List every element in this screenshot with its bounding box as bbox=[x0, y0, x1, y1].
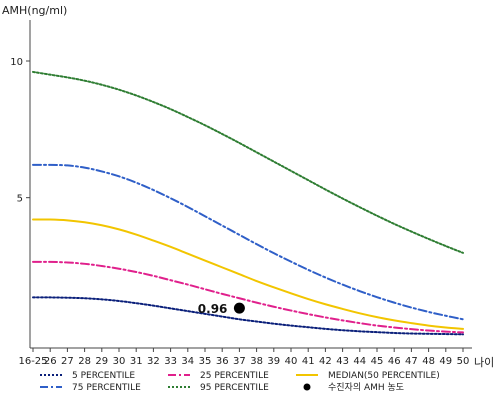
patient-amh-point bbox=[233, 302, 245, 314]
x-tick-label: 39 bbox=[267, 356, 280, 367]
series-line-5-percentile bbox=[32, 296, 464, 336]
x-tick-label: 32 bbox=[147, 356, 160, 367]
x-tick-label: 45 bbox=[371, 356, 384, 367]
x-axis-title: 나이 bbox=[474, 356, 494, 369]
x-tick-label: 36 bbox=[216, 356, 229, 367]
series-line-median-50-percentile bbox=[32, 218, 464, 330]
x-tick-label: 50 bbox=[457, 356, 470, 367]
legend-label: MEDIAN(50 PERCENTILE) bbox=[328, 371, 440, 381]
x-tick-label: 28 bbox=[78, 356, 91, 367]
y-axis-title: AMH(ng/ml) bbox=[2, 4, 67, 17]
x-tick-label: 46 bbox=[388, 356, 401, 367]
patient-amh-value-label: 0.96 bbox=[198, 302, 228, 316]
x-tick-label: 48 bbox=[422, 356, 435, 367]
x-tick-label: 30 bbox=[113, 356, 126, 367]
legend-label: 95 PERCENTILE bbox=[200, 383, 269, 393]
x-tick-label: 37 bbox=[233, 356, 246, 367]
x-tick-label: 16-25 bbox=[18, 356, 47, 367]
x-tick-label: 43 bbox=[336, 356, 349, 367]
series-lines bbox=[32, 70, 464, 336]
x-tick-label: 29 bbox=[95, 356, 108, 367]
x-tick-label: 34 bbox=[181, 356, 194, 367]
patient-marker: 0.96 bbox=[198, 302, 245, 316]
x-tick-label: 41 bbox=[302, 356, 315, 367]
series-line-95-percentile bbox=[32, 70, 464, 254]
x-tick-label: 49 bbox=[439, 356, 452, 367]
legend-swatch-marker bbox=[303, 383, 311, 391]
x-tick-label: 38 bbox=[250, 356, 263, 367]
x-tick-label: 40 bbox=[285, 356, 298, 367]
x-tick-label: 27 bbox=[61, 356, 74, 367]
series-line-75-percentile bbox=[32, 163, 464, 321]
x-tick-label: 26 bbox=[44, 356, 57, 367]
x-tick-label: 44 bbox=[353, 356, 366, 367]
legend: 5 PERCENTILE 25 PERCENTILE MEDIAN(50 PERCE… bbox=[40, 371, 440, 393]
y-tick-label: 10 bbox=[10, 57, 23, 68]
legend-label: 25 PERCENTILE bbox=[200, 371, 269, 381]
legend-label: 75 PERCENTILE bbox=[72, 383, 141, 393]
y-ticks: 10 5 bbox=[10, 57, 30, 205]
y-tick-label: 5 bbox=[17, 194, 23, 205]
x-tick-label: 42 bbox=[319, 356, 332, 367]
x-tick-label: 31 bbox=[130, 356, 143, 367]
x-tick-label: 47 bbox=[405, 356, 418, 367]
legend-label: 5 PERCENTILE bbox=[72, 371, 135, 381]
x-tick-label: 33 bbox=[164, 356, 177, 367]
legend-label: 수진자의 AMH 농도 bbox=[328, 382, 404, 393]
series-line-25-percentile bbox=[32, 260, 464, 334]
x-tick-label: 35 bbox=[199, 356, 212, 367]
